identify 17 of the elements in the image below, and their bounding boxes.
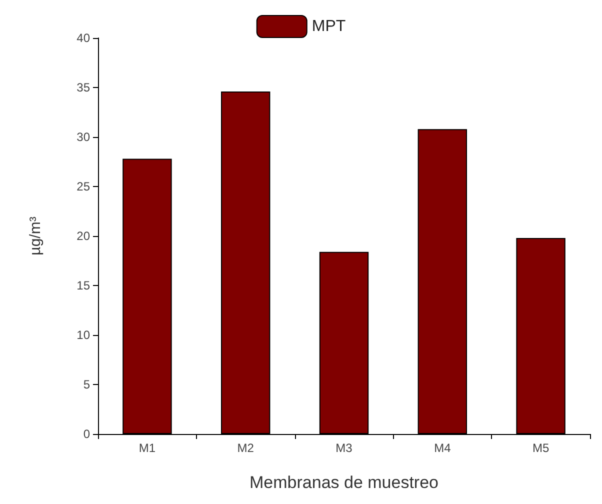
y-tick-label: 30 <box>76 130 90 144</box>
y-tick-label: 40 <box>76 31 90 45</box>
y-tick-label: 0 <box>83 427 90 441</box>
x-tick-label: M2 <box>237 441 254 455</box>
x-tick-label: M5 <box>532 441 550 455</box>
y-tick-label: 15 <box>76 278 90 292</box>
y-tick-label: 5 <box>83 378 90 392</box>
y-tick-label: 20 <box>76 229 90 243</box>
x-axis-title: Membranas de muestreo <box>250 473 438 492</box>
x-tick-label: M3 <box>336 441 353 455</box>
legend-label: MPT <box>312 18 346 35</box>
x-tick-label: M4 <box>434 441 452 455</box>
y-tick-label: 35 <box>76 80 90 94</box>
y-axis-title: µg/m³ <box>27 216 44 256</box>
x-tick-label: M1 <box>138 441 156 455</box>
y-tick-label: 25 <box>76 180 90 194</box>
y-tick-label: 10 <box>76 328 90 342</box>
